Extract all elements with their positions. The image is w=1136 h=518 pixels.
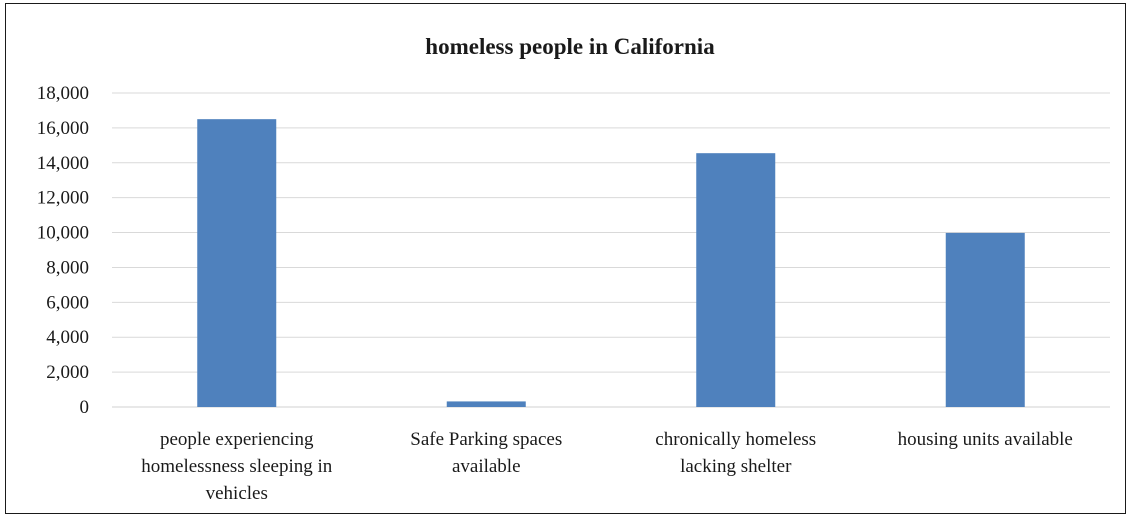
y-tick-label: 14,000 — [37, 153, 89, 174]
bar — [197, 119, 277, 408]
bar — [696, 153, 776, 407]
y-tick-label: 12,000 — [37, 188, 89, 209]
y-tick-label: 8,000 — [46, 257, 89, 278]
y-tick-label: 6,000 — [46, 292, 89, 313]
y-tick-label: 18,000 — [37, 83, 89, 104]
x-axis-category-labels: people experiencing homelessness sleeping… — [141, 429, 1073, 504]
y-tick-label: 4,000 — [46, 327, 89, 348]
y-tick-label: 10,000 — [37, 223, 89, 244]
y-axis-ticks: 0 2,000 4,000 6,000 8,000 10,000 12,000 14,000 1… — [37, 83, 89, 418]
x-category-label: Safe Parking spaces available — [410, 429, 562, 477]
gridlines — [112, 92, 1110, 408]
y-tick-label: 2,000 — [46, 362, 89, 383]
bar — [446, 401, 526, 407]
chart-frame — [5, 3, 1126, 514]
y-tick-label: 0 — [80, 397, 90, 418]
x-category-label: chronically homeless lacking shelter — [655, 429, 816, 477]
bars — [197, 119, 1025, 408]
x-category-label: people experiencing homelessness sleeping… — [141, 429, 333, 504]
x-category-label: housing units available — [898, 429, 1073, 450]
y-tick-label: 16,000 — [37, 118, 89, 139]
chart-title: homeless people in California — [425, 34, 715, 59]
bar — [945, 232, 1025, 407]
